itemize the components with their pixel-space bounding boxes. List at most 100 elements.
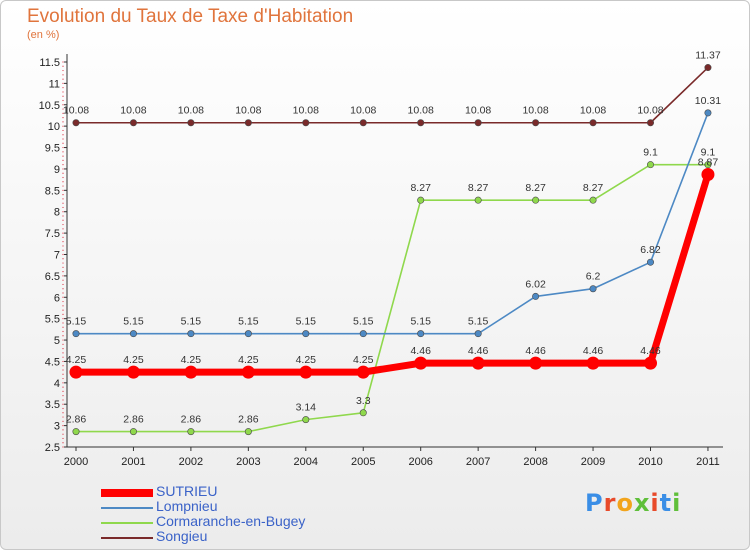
y-minor-tick <box>62 382 64 384</box>
y-tick-label: 7 <box>54 250 60 262</box>
proxiti-logo: Proxiti <box>585 489 681 517</box>
legend-swatch <box>101 536 153 539</box>
y-minor-tick <box>62 275 64 277</box>
y-minor-tick <box>62 348 64 350</box>
y-tick-label: 3.5 <box>45 399 60 411</box>
data-point <box>244 428 252 436</box>
y-minor-tick <box>62 352 64 354</box>
logo-letter: o <box>616 489 634 517</box>
y-minor-tick <box>62 425 64 427</box>
data-label: 5.15 <box>296 316 317 328</box>
y-minor-tick <box>62 223 64 226</box>
data-point <box>187 330 195 338</box>
y-minor-tick <box>62 241 64 243</box>
y-minor-tick <box>62 125 64 127</box>
data-label: 5.15 <box>238 316 259 328</box>
y-minor-tick <box>62 313 64 315</box>
y-minor-tick <box>62 206 64 209</box>
x-tick-label: 2001 <box>121 456 145 468</box>
x-tick-label: 2004 <box>294 456 318 468</box>
data-label: 2.86 <box>238 414 259 426</box>
y-minor-tick <box>62 104 64 106</box>
y-minor-tick <box>62 288 64 290</box>
data-point <box>532 119 540 127</box>
data-point <box>646 161 654 169</box>
data-point <box>589 196 597 204</box>
data-point <box>72 330 80 338</box>
data-point <box>359 330 367 338</box>
y-minor-tick <box>62 176 64 179</box>
data-point <box>302 330 310 338</box>
data-point <box>646 119 654 127</box>
y-minor-tick <box>62 300 64 303</box>
y-minor-tick <box>62 134 64 136</box>
y-tick-label: 8.5 <box>45 185 60 197</box>
y-minor-tick <box>62 215 64 217</box>
data-point <box>187 119 195 127</box>
y-minor-tick <box>62 305 64 307</box>
y-minor-tick <box>62 326 64 328</box>
data-label: 5.15 <box>468 316 489 328</box>
y-minor-tick <box>62 74 64 76</box>
data-point <box>701 168 715 182</box>
legend-label: SUTRIEU <box>156 483 218 499</box>
data-point <box>417 119 425 127</box>
y-minor-tick <box>62 279 64 281</box>
data-label: 8.27 <box>410 182 431 194</box>
y-minor-tick <box>62 142 64 144</box>
y-minor-tick <box>62 266 64 268</box>
x-tick-label: 2005 <box>351 456 375 468</box>
data-label: 5.15 <box>410 316 431 328</box>
y-minor-tick <box>62 283 64 286</box>
y-minor-tick <box>62 403 64 405</box>
y-minor-tick <box>62 356 64 358</box>
data-label: 4.25 <box>181 354 202 366</box>
data-label: 6.02 <box>525 278 546 290</box>
y-tick-label: 10 <box>48 121 60 133</box>
y-minor-tick <box>62 99 64 102</box>
data-point <box>644 356 657 370</box>
y-tick-label: 5.5 <box>45 314 60 326</box>
y-minor-tick <box>62 249 64 251</box>
data-label: 2.86 <box>66 414 87 426</box>
y-minor-tick <box>62 117 64 119</box>
y-minor-tick <box>62 181 64 183</box>
data-label: 8.87 <box>698 157 719 169</box>
y-minor-tick <box>62 399 64 401</box>
y-minor-tick <box>62 129 64 132</box>
data-point <box>474 119 482 127</box>
y-tick-label: 11 <box>49 78 60 90</box>
y-minor-tick <box>62 219 64 221</box>
data-label: 10.31 <box>695 95 721 107</box>
data-point <box>529 356 543 370</box>
logo-letter: i <box>650 489 660 517</box>
y-minor-tick <box>62 78 64 80</box>
y-minor-tick <box>62 343 64 345</box>
y-minor-tick <box>62 87 64 89</box>
data-label: 10.08 <box>293 105 319 117</box>
y-minor-tick <box>62 164 64 166</box>
y-minor-tick <box>62 185 64 187</box>
data-label: 4.46 <box>410 345 431 357</box>
data-label: 6.82 <box>640 244 661 256</box>
x-tick-label: 2002 <box>179 456 203 468</box>
y-minor-tick <box>62 138 64 140</box>
data-point <box>72 119 80 127</box>
data-label: 4.25 <box>123 354 144 366</box>
data-point <box>532 292 540 300</box>
y-minor-tick <box>62 211 64 213</box>
y-minor-tick <box>62 146 64 149</box>
data-label: 5.15 <box>353 316 374 328</box>
y-minor-tick <box>62 318 64 320</box>
logo-letter: t <box>659 489 673 517</box>
legend-swatch <box>101 506 153 509</box>
x-tick-label: 2009 <box>581 456 605 468</box>
data-point <box>244 330 252 338</box>
data-label: 4.25 <box>66 354 87 366</box>
data-point <box>184 365 198 379</box>
data-label: 4.46 <box>525 345 546 357</box>
y-tick-label: 8 <box>54 207 60 219</box>
y-minor-tick <box>62 61 64 63</box>
data-label: 4.25 <box>238 354 259 366</box>
